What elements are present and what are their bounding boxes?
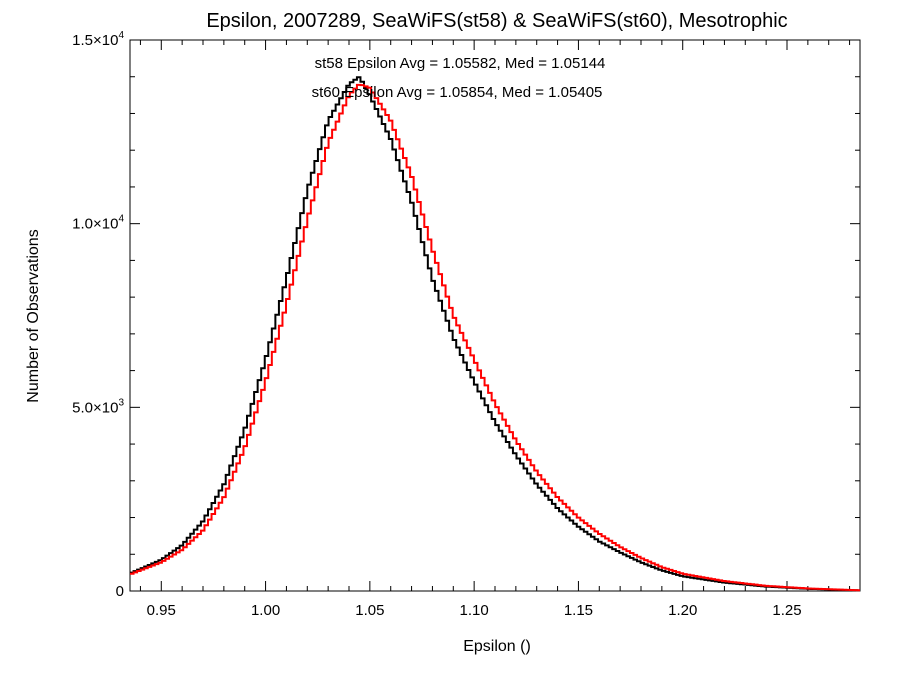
x-tick-label: 1.10 (460, 602, 489, 619)
y-axis: 0 5.0×103 1.0×104 1.5×104 (72, 30, 860, 600)
series-st58-histogram (130, 76, 860, 592)
y-tick-label: 1.5×104 (72, 30, 124, 49)
series-st60-histogram (130, 83, 860, 592)
x-tick-label: 1.05 (355, 602, 384, 619)
plot-frame (129, 39, 861, 592)
annotation-st60: st60 Epsilon Avg = 1.05854, Med = 1.0540… (312, 84, 603, 101)
y-tick-label: 1.0×104 (72, 214, 124, 233)
x-tick-label: 1.15 (564, 602, 593, 619)
y-tick-label: 5.0×103 (72, 397, 124, 416)
x-tick-label: 0.95 (147, 602, 176, 619)
y-tick-label: 0 (116, 583, 124, 600)
x-tick-label: 1.20 (668, 602, 697, 619)
x-axis: 0.95 1.00 1.05 1.10 1.15 1.20 1.25 (139, 40, 851, 619)
annotation-st58: st58 Epsilon Avg = 1.05582, Med = 1.0514… (315, 55, 606, 72)
x-tick-label: 1.25 (772, 602, 801, 619)
chart-title: Epsilon, 2007289, SeaWiFS(st58) & SeaWiF… (206, 10, 787, 32)
y-axis-label: Number of Observations (25, 229, 42, 402)
x-axis-label: Epsilon () (463, 638, 531, 655)
x-tick-label: 1.00 (251, 602, 280, 619)
series-layer (130, 76, 860, 592)
